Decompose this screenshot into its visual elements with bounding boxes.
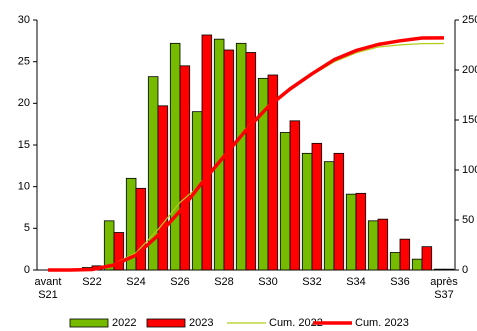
y-tick-label: 15 <box>18 139 30 151</box>
legend-label: 2022 <box>112 317 136 329</box>
x-tick-label: S22 <box>82 276 102 288</box>
bar <box>323 161 335 271</box>
y2-tick-label: 100 <box>462 164 477 176</box>
bar <box>245 52 257 271</box>
bar <box>201 34 213 271</box>
bar <box>157 105 169 271</box>
bar <box>135 187 147 271</box>
y2-tick-label: 200 <box>462 64 477 76</box>
bar <box>113 232 125 271</box>
bar <box>443 268 455 271</box>
bar <box>289 120 301 271</box>
x-tick-label: avant S21 <box>34 276 62 301</box>
x-tick-label: S32 <box>302 276 322 288</box>
y-tick-label: 30 <box>18 14 30 26</box>
x-tick-label: S26 <box>170 276 190 288</box>
y-tick-label: 20 <box>18 97 30 109</box>
bar <box>169 42 181 271</box>
bar <box>213 38 225 271</box>
y-tick-label: 10 <box>18 181 30 193</box>
y-tick-label: 25 <box>18 56 30 68</box>
bar <box>421 246 433 271</box>
x-tick-label: après S37 <box>430 276 458 301</box>
x-tick-label: S30 <box>258 276 278 288</box>
bar <box>399 238 411 271</box>
legend-swatch <box>69 318 109 328</box>
y2-tick-label: 250 <box>462 14 477 26</box>
bar <box>311 142 323 271</box>
bar <box>411 258 423 271</box>
bar <box>377 218 389 271</box>
x-tick-label: S28 <box>214 276 234 288</box>
bar <box>267 74 279 271</box>
bar <box>433 268 445 271</box>
y2-tick-label: 150 <box>462 114 477 126</box>
x-tick-label: S36 <box>390 276 410 288</box>
y2-tick-label: 50 <box>462 214 474 226</box>
cumulative-line <box>48 36 445 272</box>
bar <box>279 132 291 271</box>
bar <box>333 152 345 271</box>
legend-label: 2023 <box>189 317 213 329</box>
bar <box>235 42 247 271</box>
bar <box>179 65 191 271</box>
bar <box>103 220 115 271</box>
bar <box>389 252 401 271</box>
bar <box>355 192 367 271</box>
bar <box>223 49 235 271</box>
y-tick-label: 0 <box>24 264 30 276</box>
legend-swatch <box>146 318 186 328</box>
x-tick-label: S34 <box>346 276 366 288</box>
y2-tick-label: 0 <box>462 264 468 276</box>
bar <box>367 220 379 271</box>
legend-label: Cum. 2022 <box>269 317 323 329</box>
legend-label: Cum. 2023 <box>355 317 409 329</box>
bar <box>301 152 313 271</box>
bar <box>345 193 357 271</box>
y-tick-label: 5 <box>24 222 30 234</box>
x-tick-label: S24 <box>126 276 146 288</box>
